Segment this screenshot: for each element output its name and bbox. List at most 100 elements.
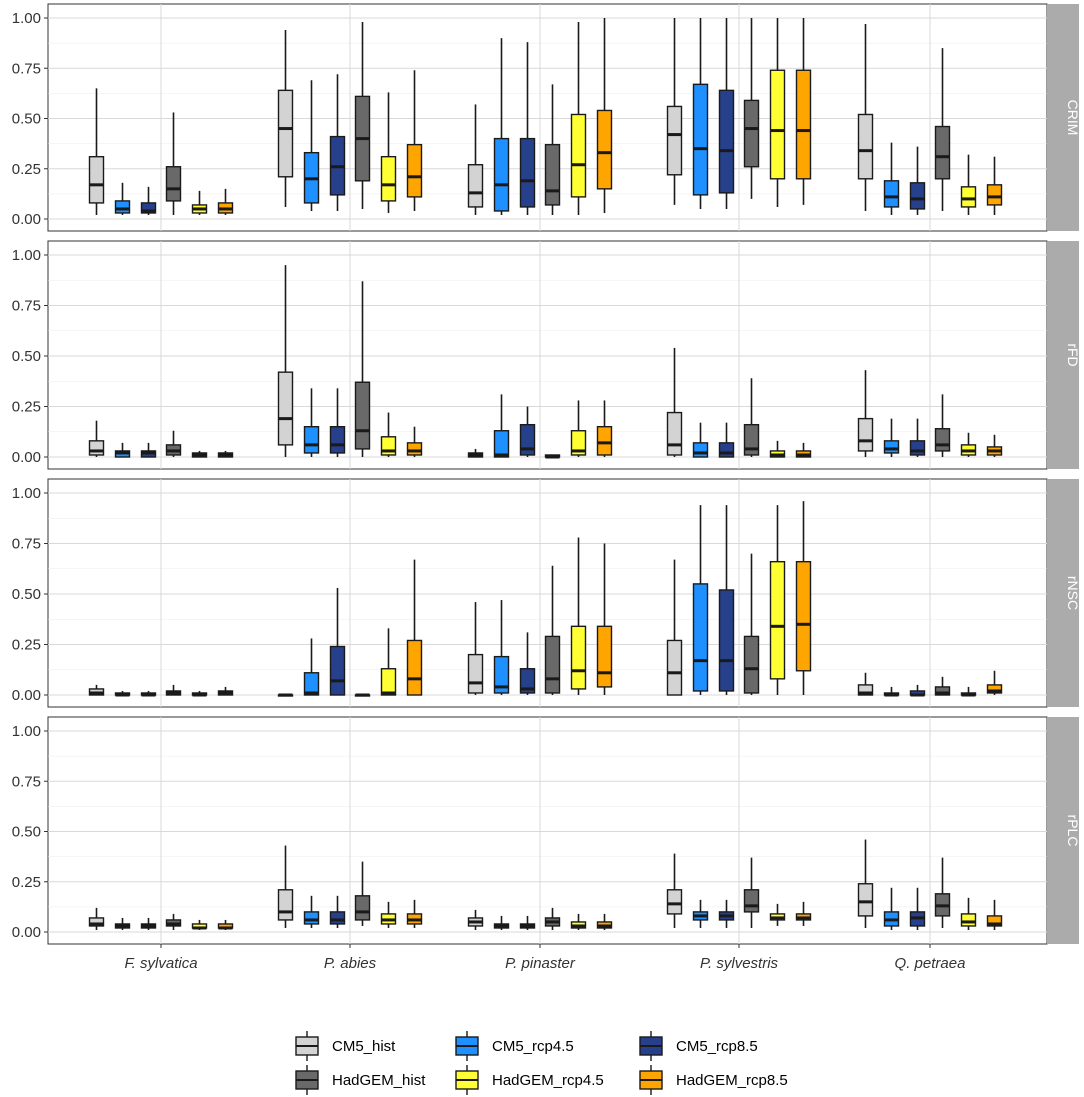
box-cm5-hist	[467, 602, 484, 695]
box-body	[519, 423, 536, 456]
box-body	[406, 143, 423, 198]
box-cm5-rcp4-5	[303, 388, 320, 457]
facet-strip	[1047, 717, 1079, 944]
box-cm5-rcp4-5	[303, 80, 320, 211]
box-body	[986, 684, 1003, 694]
box-hadgem-rcp4-5	[960, 897, 977, 930]
box-hadgem-rcp4-5	[769, 440, 786, 458]
x-tick-label: P. abies	[324, 955, 377, 972]
box-body	[277, 889, 294, 921]
box-body	[909, 440, 926, 456]
box-body	[493, 137, 510, 212]
box-cm5-rcp4-5	[493, 915, 510, 930]
y-tick-label: 1.00	[12, 723, 41, 740]
box-hadgem-rcp8-5	[596, 18, 613, 213]
box-hadgem-hist	[743, 553, 760, 695]
box-body	[467, 164, 484, 208]
box-hadgem-hist	[165, 112, 182, 215]
box-cm5-rcp4-5	[493, 38, 510, 215]
box-body	[303, 911, 320, 925]
y-tick-label: 0.75	[12, 60, 41, 77]
box-hadgem-rcp8-5	[596, 543, 613, 695]
box-body	[692, 583, 709, 692]
y-tick-label: 0.00	[12, 687, 41, 704]
box-body	[329, 426, 346, 454]
box-hadgem-rcp4-5	[769, 903, 786, 926]
y-tick-label: 0.00	[12, 924, 41, 941]
box-hadgem-hist	[354, 281, 371, 457]
box-hadgem-rcp4-5	[769, 505, 786, 695]
box-cm5-hist	[666, 18, 683, 205]
facet-strip-label: rPLC	[1065, 815, 1081, 847]
box-hadgem-rcp4-5	[960, 154, 977, 215]
box-hadgem-rcp8-5	[986, 434, 1003, 457]
box-body	[883, 180, 900, 208]
box-hadgem-rcp8-5	[795, 501, 812, 695]
box-cm5-rcp8-5	[909, 684, 926, 697]
box-hadgem-rcp8-5	[986, 156, 1003, 215]
box-body	[960, 186, 977, 208]
box-body	[140, 202, 157, 214]
legend-label: HadGEM_hist	[332, 1072, 426, 1089]
box-hadgem-rcp4-5	[380, 412, 397, 457]
box-cm5-rcp8-5	[519, 406, 536, 457]
box-body	[986, 184, 1003, 206]
box-hadgem-rcp4-5	[769, 18, 786, 207]
box-body	[354, 895, 371, 921]
box-cm5-rcp4-5	[303, 638, 320, 696]
box-hadgem-hist	[743, 18, 760, 199]
box-cm5-rcp4-5	[692, 422, 709, 458]
box-body	[909, 182, 926, 210]
box-hadgem-rcp8-5	[217, 686, 234, 696]
box-cm5-rcp4-5	[114, 917, 131, 930]
box-cm5-hist	[467, 104, 484, 215]
facet-panel-crim: 0.00 0.25 0.50 0.75 1.00 CRIM	[12, 3, 1081, 232]
legend-label: CM5_rcp8.5	[676, 1038, 758, 1055]
box-hadgem-hist	[165, 684, 182, 696]
box-hadgem-rcp8-5	[406, 899, 423, 928]
box-body	[934, 125, 951, 180]
box-cm5-rcp4-5	[493, 394, 510, 458]
facet-strip-label: rNSC	[1065, 576, 1081, 610]
box-cm5-hist	[857, 370, 874, 457]
box-hadgem-hist	[934, 857, 951, 928]
box-body	[857, 684, 874, 696]
box-hadgem-rcp8-5	[596, 913, 613, 930]
box-body	[570, 430, 587, 456]
box-cm5-rcp8-5	[519, 42, 536, 215]
panel-border	[47, 716, 1048, 945]
box-cm5-hist	[277, 845, 294, 928]
box-cm5-hist	[857, 24, 874, 211]
box-body	[769, 560, 786, 680]
box-cm5-rcp8-5	[140, 186, 157, 215]
box-cm5-rcp8-5	[140, 690, 157, 697]
box-body	[544, 143, 561, 206]
box-body	[519, 137, 536, 208]
x-tick-label: F. sylvatica	[124, 955, 197, 972]
box-cm5-hist	[467, 909, 484, 930]
x-tick-label: Q. petraea	[895, 955, 966, 972]
box-body	[883, 440, 900, 454]
box-body	[718, 89, 735, 194]
box-body	[960, 913, 977, 927]
box-body	[519, 668, 536, 694]
box-cm5-rcp8-5	[718, 422, 735, 458]
panel-border	[47, 240, 1048, 470]
box-body	[692, 442, 709, 458]
x-tick-label: P. sylvestris	[700, 955, 779, 972]
box-cm5-hist	[666, 347, 683, 457]
y-tick-label: 0.00	[12, 449, 41, 466]
box-cm5-rcp8-5	[329, 74, 346, 211]
box-hadgem-rcp8-5	[406, 70, 423, 211]
facet-strip-label: rFD	[1065, 343, 1081, 366]
box-body	[493, 430, 510, 458]
facet-strip	[1047, 479, 1079, 707]
box-cm5-hist	[467, 448, 484, 458]
box-cm5-rcp8-5	[718, 505, 735, 695]
box-hadgem-rcp4-5	[960, 686, 977, 697]
y-tick-label: 0.25	[12, 637, 41, 654]
box-body	[769, 69, 786, 180]
box-cm5-rcp8-5	[329, 895, 346, 928]
box-cm5-rcp8-5	[909, 146, 926, 215]
